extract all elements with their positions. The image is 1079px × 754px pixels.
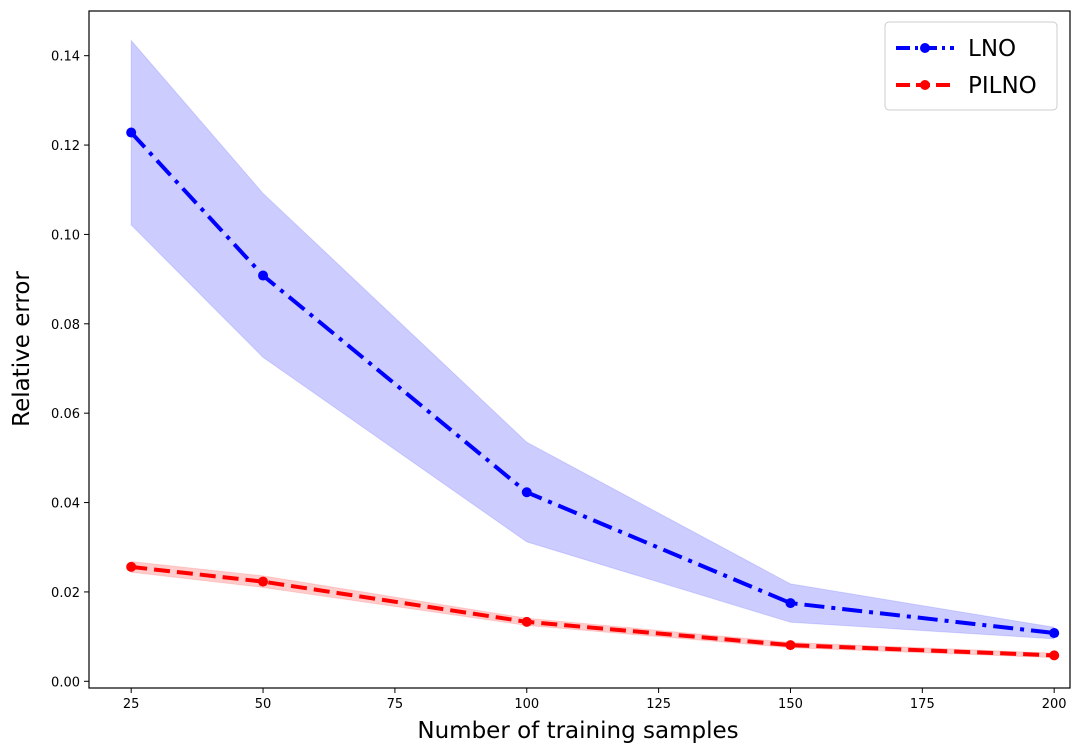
x-tick-label: 25 — [123, 697, 140, 712]
data-point-pilno-25 — [126, 561, 137, 572]
legend: LNO PILNO — [884, 21, 1058, 111]
x-tick-label: 100 — [514, 697, 539, 712]
legend-entry-pilno: PILNO — [896, 73, 1037, 99]
legend-label-lno: LNO — [968, 36, 1016, 62]
x-axis-ticks: 25 50 75 100 125 150 175 200 — [123, 688, 1067, 712]
data-point-pilno-200 — [1049, 650, 1060, 661]
y-tick-label: 0.08 — [51, 318, 80, 333]
data-point-pilno-100 — [521, 616, 532, 627]
legend-entry-lno: LNO — [896, 36, 1016, 62]
band-lno — [130, 39, 1055, 640]
y-tick-label: 0.00 — [51, 675, 80, 690]
y-tick-label: 0.12 — [51, 139, 80, 154]
x-tick-label: 125 — [646, 697, 671, 712]
x-tick-label: 200 — [1042, 697, 1067, 712]
data-point-pilno-50 — [258, 576, 269, 587]
y-tick-label: 0.04 — [51, 497, 80, 512]
plot-area — [126, 39, 1060, 661]
x-tick-label: 50 — [255, 697, 272, 712]
data-point-pilno-150 — [785, 640, 796, 651]
data-point-lno-25 — [126, 127, 137, 138]
legend-marker-lno — [920, 43, 930, 53]
x-tick-label: 75 — [387, 697, 404, 712]
y-tick-label: 0.14 — [51, 50, 80, 65]
legend-label-pilno: PILNO — [968, 73, 1037, 99]
x-tick-label: 150 — [778, 697, 803, 712]
data-point-lno-50 — [258, 270, 269, 281]
y-tick-label: 0.02 — [51, 586, 80, 601]
y-axis-label: Relative error — [9, 271, 35, 427]
legend-marker-pilno — [920, 80, 930, 90]
x-axis-label: Number of training samples — [417, 718, 738, 744]
y-axis-ticks: 0.00 0.02 0.04 0.06 0.08 0.10 0.12 0.14 — [51, 50, 89, 690]
data-point-lno-100 — [521, 487, 532, 498]
data-point-lno-200 — [1049, 628, 1060, 639]
y-tick-label: 0.06 — [51, 407, 80, 422]
x-tick-label: 175 — [910, 697, 935, 712]
y-tick-label: 0.10 — [51, 228, 80, 243]
axes-frame — [88, 10, 1071, 689]
data-point-lno-150 — [785, 598, 796, 609]
